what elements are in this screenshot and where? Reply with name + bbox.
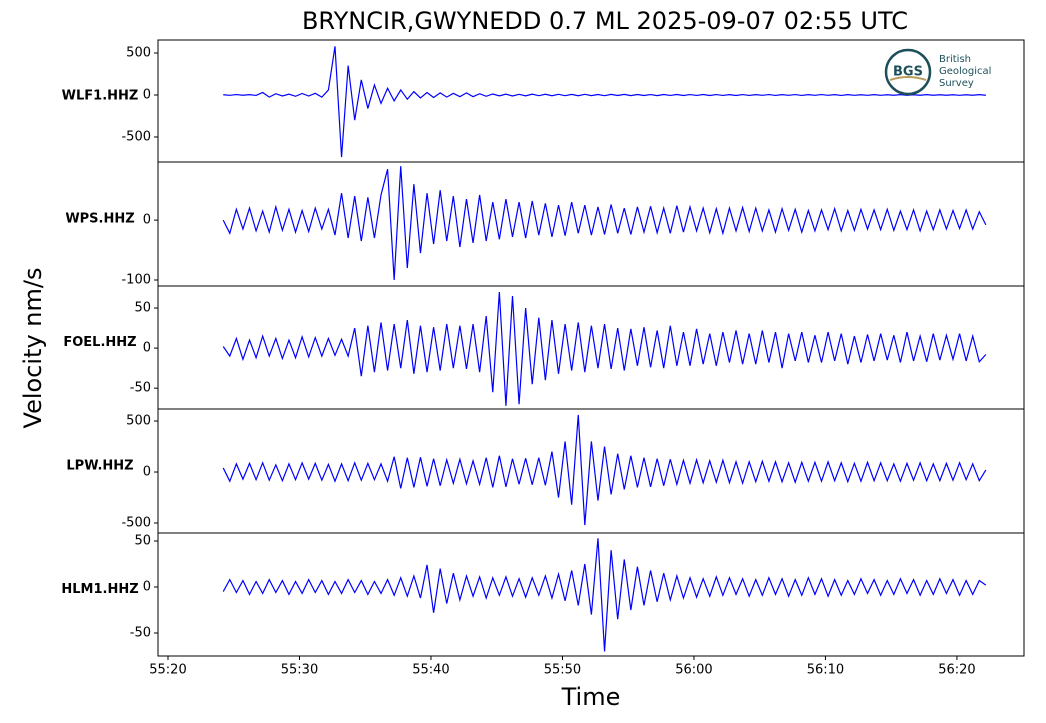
x-tick-label: 55:30 [281,663,318,678]
y-tick-label: 0 [143,580,151,595]
x-tick-label: 56:20 [938,663,975,678]
y-tick-label: 0 [143,465,151,480]
logo-mark: BGS [893,65,923,80]
station-label: HLM1.HHZ [61,582,138,597]
y-axis-label: Velocity nm/s [19,268,47,429]
y-tick-label: 50 [134,301,151,316]
panel [222,414,987,526]
y-tick-label: 50 [134,534,151,549]
waveform [222,538,987,652]
waveform [222,414,987,526]
y-tick-label: 0 [143,213,151,228]
x-tick-label: 55:20 [149,663,186,678]
figure-title: BRYNCIR,GWYNEDD 0.7 ML 2025-09-07 02:55 … [302,7,908,35]
logo-swoosh [889,76,927,81]
station-label: FOEL.HHZ [63,335,136,350]
y-tick-label: -50 [130,626,151,641]
x-tick-label: 56:10 [807,663,844,678]
panel-frame [157,532,1025,657]
logo: BGS British Geological Survey [884,48,991,96]
waveform [222,291,987,406]
y-tick-label: -500 [121,516,151,531]
y-tick-label: -100 [121,273,151,288]
panel [222,538,987,652]
y-tick-label: 0 [143,341,151,356]
panel [222,291,987,406]
logo-ring [884,48,932,96]
y-tick-label: -50 [130,381,151,396]
waveform [223,46,986,158]
y-tick-label: 500 [126,46,151,61]
x-tick-label: 55:40 [412,663,449,678]
y-tick-label: 0 [143,87,151,102]
x-tick-label: 56:00 [675,663,712,678]
logo-text: Survey [939,78,974,89]
station-label: WLF1.HHZ [62,89,139,104]
x-axis-label: Time [561,683,621,711]
logo-text: Geological [939,66,991,77]
station-label: LPW.HHZ [66,459,133,474]
logo-text: British [939,54,971,65]
panel [223,46,986,158]
waveform [222,166,987,281]
station-label: WPS.HHZ [65,212,134,227]
x-tick-label: 55:50 [544,663,581,678]
y-tick-label: -500 [121,129,151,144]
y-tick-label: 500 [126,414,151,429]
panel [222,166,987,281]
